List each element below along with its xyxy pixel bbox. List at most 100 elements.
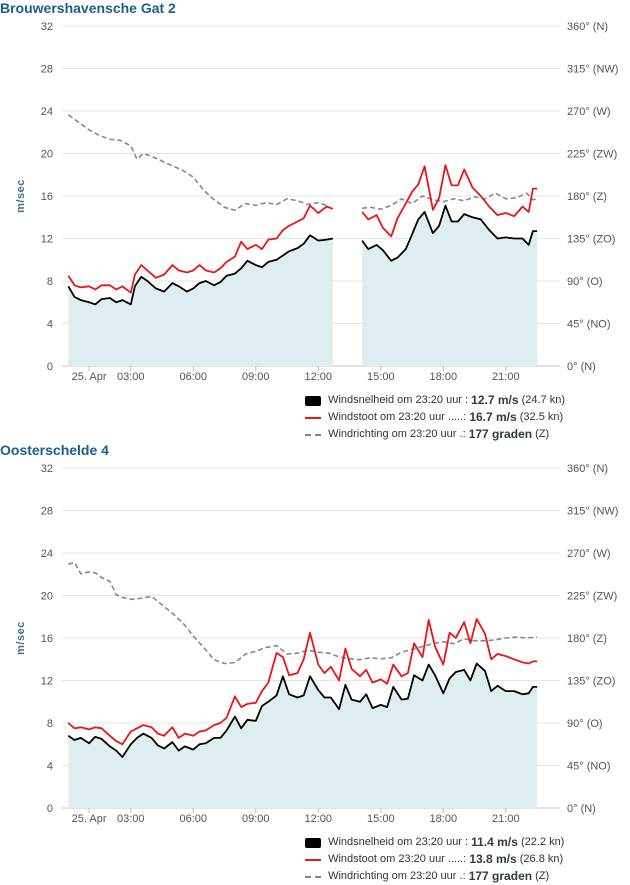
- legend-extra: (Z): [535, 870, 550, 882]
- legend-extra: (24.7 kn): [521, 394, 566, 406]
- legend-swatch-direction-icon: [305, 875, 321, 878]
- chart-legend: Windsnelheid om 23:20 uur : 12.7 m/s (24…: [305, 392, 630, 443]
- chart-panel-oosterschelde: 0 0° (N) 4 45° (NO) 8 90° (O) 12 135° (ZO) 16 180…: [0, 442, 630, 883]
- y2-tick-label: 225° (ZW): [567, 591, 617, 603]
- y-tick-label: 12: [41, 234, 53, 246]
- y2-tick-label: 315° (NW): [567, 64, 618, 76]
- y2-tick-label: 270° (W): [567, 548, 611, 560]
- legend-label: Windsnelheid om 23:20 uur :: [328, 836, 469, 848]
- x-tick-label: 12:00: [305, 371, 333, 383]
- y-tick-label: 16: [41, 633, 53, 645]
- y-tick-label: 4: [47, 319, 53, 331]
- y2-tick-label: 180° (Z): [567, 191, 607, 203]
- legend-item-windrichting[interactable]: Windrichting om 23:20 uur .: 177 graden …: [305, 868, 630, 885]
- y-axis-label: m/sec: [15, 621, 27, 655]
- x-tick-label: 15:00: [367, 371, 395, 383]
- x-tick-label: 18:00: [430, 371, 458, 383]
- chart-panel-brouwershavensche-gat: 0 0° (N) 4 45° (NO) 8 90° (O) 12 135° (ZO) 16 180…: [0, 0, 630, 442]
- x-tick-label: 06:00: [180, 813, 208, 825]
- x-tick-label: 15:00: [367, 813, 395, 825]
- y-tick-label: 0: [47, 361, 53, 373]
- legend-swatch-speed-icon: [305, 395, 321, 406]
- wind-chart-brouwershavensche-gat: 0 0° (N) 4 45° (NO) 8 90° (O) 12 135° (ZO) 16 180…: [15, 21, 618, 383]
- chart-legend: Windsnelheid om 23:20 uur : 11.4 m/s (22…: [305, 834, 630, 885]
- y2-tick-label: 0° (N): [567, 803, 596, 815]
- wind-chart-oosterschelde: 0 0° (N) 4 45° (NO) 8 90° (O) 12 135° (ZO) 16 180…: [15, 463, 618, 825]
- y2-tick-label: 45° (NO): [567, 319, 611, 331]
- y-tick-label: 24: [41, 548, 53, 560]
- windrichting-line[interactable]: [67, 114, 329, 211]
- legend-extra: (22.2 kn): [520, 836, 565, 848]
- legend-value: 11.4 m/s: [471, 835, 518, 849]
- y-tick-label: 32: [41, 21, 53, 33]
- x-tick-label: 12:00: [305, 813, 333, 825]
- y2-tick-label: 180° (Z): [567, 633, 607, 645]
- windsnelheid-area: [68, 663, 538, 808]
- y-tick-label: 0: [47, 803, 53, 815]
- windsnelheid-area: [68, 235, 333, 366]
- y-tick-label: 32: [41, 463, 53, 475]
- x-tick-label: 03:00: [117, 813, 145, 825]
- y-tick-label: 12: [41, 676, 53, 688]
- legend-item-windrichting[interactable]: Windrichting om 23:20 uur .: 177 graden …: [305, 426, 630, 443]
- legend-value: 177 graden: [468, 427, 533, 441]
- y2-tick-label: 270° (W): [567, 106, 611, 118]
- windsnelheid-line[interactable]: [67, 234, 334, 306]
- y2-tick-label: 360° (N): [567, 21, 608, 33]
- x-tick-label: 21:00: [492, 813, 520, 825]
- x-tick-label: 09:00: [242, 813, 270, 825]
- legend-label: Windstoot om 23:20 uur .....:: [328, 411, 467, 423]
- legend-item-windsnelheid[interactable]: Windsnelheid om 23:20 uur : 11.4 m/s (22…: [305, 834, 630, 851]
- windstoot-line[interactable]: [67, 204, 334, 294]
- x-tick-label: 03:00: [117, 371, 145, 383]
- legend-swatch-gust-icon: [305, 858, 321, 861]
- y2-tick-label: 360° (N): [567, 463, 608, 475]
- y2-tick-label: 225° (ZW): [567, 149, 617, 161]
- legend-extra: (32.5 kn): [519, 411, 564, 423]
- x-tick-label: 25. Apr: [72, 371, 107, 383]
- x-tick-label: 21:00: [492, 371, 520, 383]
- legend-value: 16.7 m/s: [469, 410, 517, 424]
- y2-tick-label: 315° (NW): [567, 506, 618, 518]
- y-tick-label: 4: [47, 761, 53, 773]
- y2-tick-label: 45° (NO): [567, 761, 611, 773]
- windsnelheid-line[interactable]: [67, 662, 538, 758]
- legend-value: 12.7 m/s: [471, 393, 519, 407]
- y-axis-label: m/sec: [15, 179, 27, 213]
- x-tick-label: 25. Apr: [72, 813, 107, 825]
- windrichting-line[interactable]: [68, 561, 538, 665]
- y2-tick-label: 135° (ZO): [567, 234, 615, 246]
- legend-extra: (Z): [535, 428, 550, 440]
- windstoot-line[interactable]: [67, 617, 538, 746]
- y2-tick-label: 0° (N): [567, 361, 596, 373]
- legend-swatch-gust-icon: [305, 416, 321, 419]
- y2-tick-label: 90° (O): [567, 718, 603, 730]
- windsnelheid-line[interactable]: [361, 204, 538, 262]
- legend-label: Windrichting om 23:20 uur .:: [328, 428, 466, 440]
- legend-label: Windstoot om 23:20 uur .....:: [328, 853, 467, 865]
- windstoot-line[interactable]: [361, 164, 538, 238]
- station-title: Oosterschelde 4: [0, 442, 109, 458]
- y-tick-label: 24: [41, 106, 53, 118]
- y-tick-label: 8: [47, 718, 53, 730]
- legend-label: Windsnelheid om 23:20 uur :: [328, 394, 469, 406]
- legend-value: 13.8 m/s: [469, 852, 517, 866]
- y-tick-label: 8: [47, 276, 53, 288]
- x-tick-label: 09:00: [242, 371, 270, 383]
- legend-swatch-speed-icon: [305, 837, 321, 848]
- legend-swatch-direction-icon: [305, 433, 321, 436]
- x-tick-label: 06:00: [180, 371, 208, 383]
- legend-value: 177 graden: [468, 869, 533, 883]
- y2-tick-label: 135° (ZO): [567, 676, 615, 688]
- legend-item-windstoot[interactable]: Windstoot om 23:20 uur .....: 13.8 m/s (…: [305, 851, 630, 868]
- y-tick-label: 20: [41, 591, 53, 603]
- legend-item-windstoot[interactable]: Windstoot om 23:20 uur .....: 16.7 m/s (…: [305, 409, 630, 426]
- y-tick-label: 20: [41, 149, 53, 161]
- legend-item-windsnelheid[interactable]: Windsnelheid om 23:20 uur : 12.7 m/s (24…: [305, 392, 630, 409]
- windsnelheid-area: [362, 205, 538, 366]
- x-tick-label: 18:00: [430, 813, 458, 825]
- legend-label: Windrichting om 23:20 uur .:: [328, 870, 466, 882]
- windrichting-line[interactable]: [362, 192, 538, 210]
- y-tick-label: 28: [41, 506, 53, 518]
- y2-tick-label: 90° (O): [567, 276, 603, 288]
